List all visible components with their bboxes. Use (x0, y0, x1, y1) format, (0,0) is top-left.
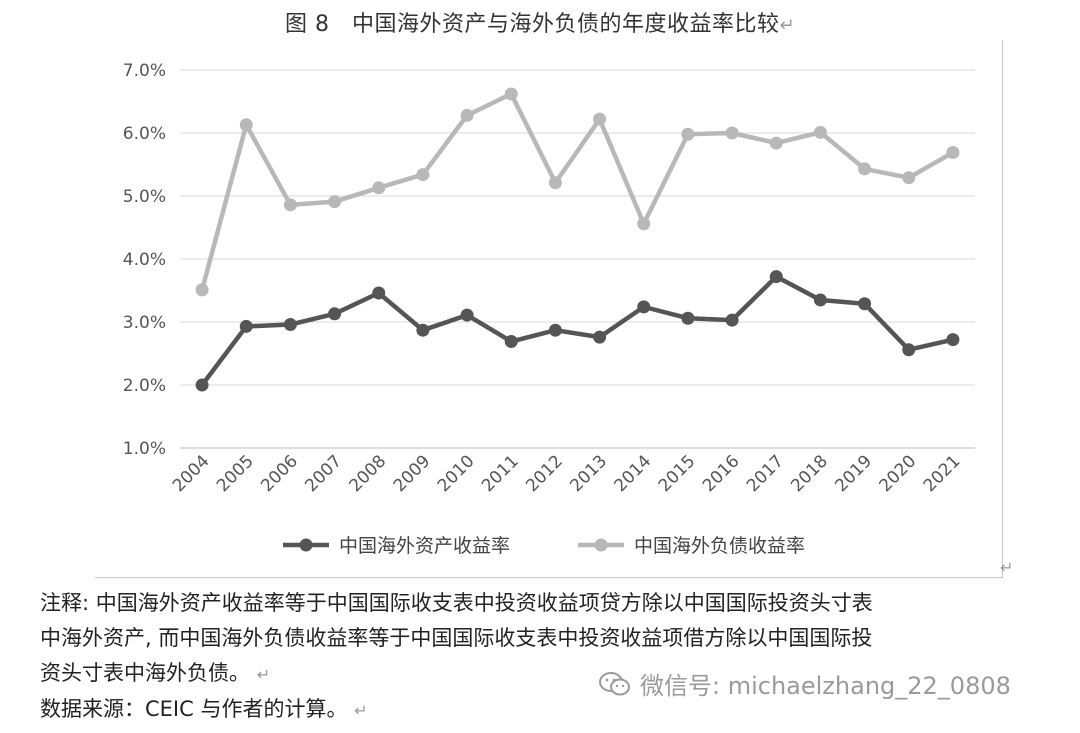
series-line-1 (200, 274, 954, 387)
data-point (195, 378, 209, 392)
data-point (372, 286, 386, 300)
y-tick-label: 6.0% (123, 124, 166, 144)
x-tick-label: 2011 (478, 451, 523, 496)
data-point (548, 323, 562, 337)
data-point (858, 297, 872, 311)
return-mark: ↵ (779, 15, 796, 36)
figure-title: 图 8 中国海外资产与海外负债的年度收益率比较↵ (0, 6, 1080, 38)
data-point (283, 198, 297, 212)
wechat-icon (598, 671, 632, 697)
data-point (681, 127, 695, 141)
y-tick-label: 4.0% (123, 250, 166, 270)
data-point (460, 308, 474, 322)
y-tick-label: 5.0% (123, 187, 166, 207)
x-tick-label: 2006 (257, 451, 302, 496)
x-tick-label: 2008 (346, 451, 391, 496)
data-point (769, 270, 783, 284)
data-point (504, 87, 518, 101)
x-tick-label: 2010 (434, 451, 479, 496)
data-point (769, 136, 783, 150)
note-line-3-return-mark: ↵ (256, 665, 271, 684)
x-tick-label: 2013 (566, 451, 611, 496)
data-point (725, 313, 739, 327)
legend-swatch-marker (299, 538, 313, 552)
x-tick-label: 2012 (522, 451, 567, 496)
data-point (504, 335, 518, 349)
data-point (460, 108, 474, 122)
note-line-1: 注释: 中国海外资产收益率等于中国国际收支表中投资收益项贷方除以中国国际投资头寸… (40, 591, 873, 615)
data-point (813, 125, 827, 139)
x-tick-label: 2015 (655, 451, 700, 496)
legend-label: 中国海外负债收益率 (634, 535, 805, 557)
x-tick-label: 2005 (213, 451, 258, 496)
notes: 注释: 中国海外资产收益率等于中国国际收支表中投资收益项贷方除以中国国际投资头寸… (40, 586, 1070, 728)
chart-frame (95, 40, 1003, 578)
data-point (902, 343, 916, 357)
x-tick-label: 2017 (743, 451, 788, 496)
data-point (416, 323, 430, 337)
watermark: 微信号: michaelzhang_22_0808 (598, 666, 1011, 701)
x-tick-label: 2019 (831, 451, 876, 496)
data-point (593, 112, 607, 126)
note-line-3: 资头寸表中海外负债。 ↵ (40, 656, 1070, 692)
watermark-text: 微信号: michaelzhang_22_0808 (640, 672, 1011, 700)
x-tick-label: 2009 (390, 451, 435, 496)
y-tick-label: 3.0% (123, 313, 166, 333)
data-point (946, 333, 960, 347)
data-point (328, 307, 342, 321)
y-tick-label: 1.0% (123, 439, 166, 459)
data-point (858, 162, 872, 176)
data-point (813, 293, 827, 307)
note-source-return-mark: ↵ (354, 701, 368, 720)
data-point (548, 176, 562, 190)
x-tick-label: 2021 (920, 451, 965, 496)
data-point (416, 168, 430, 182)
y-tick-label: 7.0% (123, 61, 166, 81)
data-point (902, 171, 916, 185)
legend-swatch-marker (594, 538, 608, 552)
note-line-3-text: 资头寸表中海外负债。 (40, 661, 250, 685)
x-tick-label: 2020 (876, 451, 921, 496)
y-tick-label: 2.0% (123, 376, 166, 396)
note-source-text: 数据来源：CEIC 与作者的计算。 (40, 697, 348, 721)
data-point (239, 319, 253, 333)
note-line-2: 中海外资产, 而中国海外负债收益率等于中国国际收支表中投资收益项借方除以中国国际… (40, 626, 873, 650)
data-point (372, 181, 386, 195)
x-tick-label: 2016 (699, 451, 744, 496)
data-point (328, 195, 342, 209)
x-tick-label: 2007 (301, 451, 346, 496)
data-point (946, 146, 960, 160)
data-point (637, 217, 651, 231)
series-line-2 (199, 91, 955, 291)
x-tick-label: 2018 (787, 451, 832, 496)
x-tick-label: 2014 (611, 451, 656, 496)
data-point (283, 318, 297, 332)
data-point (637, 300, 651, 314)
data-point (593, 330, 607, 344)
legend-label: 中国海外资产收益率 (339, 535, 510, 557)
note-source: 数据来源：CEIC 与作者的计算。 ↵ (40, 692, 1070, 728)
data-point (681, 311, 695, 325)
data-point (239, 118, 253, 132)
x-tick-label: 2004 (169, 451, 214, 496)
frame-return-mark: ↵ (1000, 558, 1014, 577)
data-point (725, 126, 739, 140)
figure-title-text: 图 8 中国海外资产与海外负债的年度收益率比较 (284, 12, 780, 37)
data-point (195, 283, 209, 297)
